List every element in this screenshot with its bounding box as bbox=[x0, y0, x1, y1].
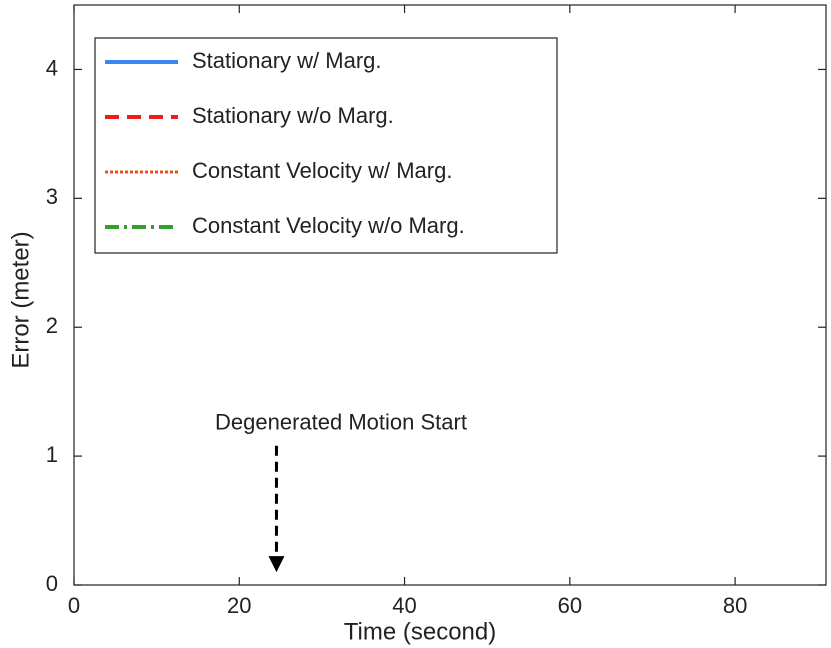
y-tick-label: 4 bbox=[46, 55, 58, 80]
annotation-text: Degenerated Motion Start bbox=[215, 410, 467, 435]
y-tick-label: 2 bbox=[46, 313, 58, 338]
x-tick-label: 20 bbox=[227, 593, 251, 618]
x-tick-label: 80 bbox=[723, 593, 747, 618]
x-tick-label: 60 bbox=[558, 593, 582, 618]
x-tick-label: 0 bbox=[68, 593, 80, 618]
legend-label: Constant Velocity w/ Marg. bbox=[192, 158, 452, 183]
x-axis-label: Time (second) bbox=[344, 618, 496, 645]
arrow-head bbox=[268, 556, 285, 573]
y-tick-label: 1 bbox=[46, 442, 58, 467]
legend-box bbox=[94, 37, 558, 254]
legend-label: Stationary w/ Marg. bbox=[192, 48, 382, 73]
y-axis-label: Error (meter) bbox=[7, 231, 34, 368]
legend-label: Stationary w/o Marg. bbox=[192, 103, 394, 128]
y-tick-label: 0 bbox=[46, 571, 58, 596]
legend-label: Constant Velocity w/o Marg. bbox=[192, 213, 465, 238]
x-tick-label: 40 bbox=[392, 593, 416, 618]
plot-frame bbox=[73, 4, 827, 586]
y-tick-label: 3 bbox=[46, 184, 58, 209]
